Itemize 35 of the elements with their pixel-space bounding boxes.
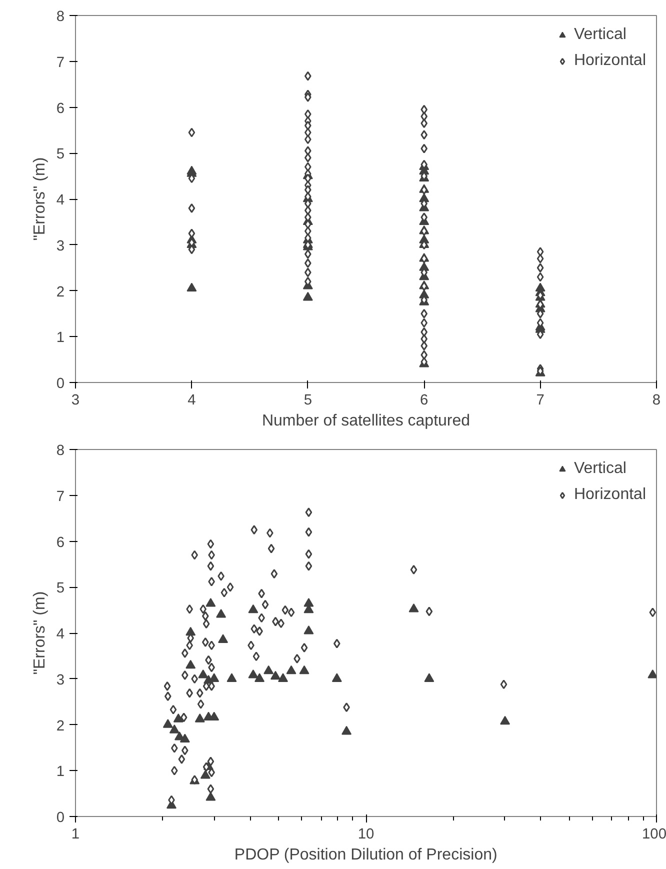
y-tick-label: 8 xyxy=(56,443,65,459)
legend-label: Horizontal xyxy=(574,486,646,504)
x-tick-label: 100 xyxy=(642,826,666,842)
y-tick-label: 5 xyxy=(56,580,65,597)
y-tick-label: 7 xyxy=(56,488,65,505)
x-tick-label: 3 xyxy=(71,392,80,408)
y-tick-label: 1 xyxy=(56,764,65,780)
legend-label: Vertical xyxy=(574,460,626,478)
y-tick-label: 5 xyxy=(56,146,65,163)
x-tick-label: 8 xyxy=(652,392,661,408)
y-axis-title: "Errors" (m) xyxy=(31,157,48,241)
y-tick-label: 2 xyxy=(56,284,65,300)
y-tick-label: 0 xyxy=(56,376,65,392)
y-tick-label: 1 xyxy=(56,330,65,346)
x-axis-title: Number of satellites captured xyxy=(262,412,470,430)
y-tick-label: 3 xyxy=(56,238,65,254)
x-tick-label: 4 xyxy=(188,392,196,408)
x-tick-label: 7 xyxy=(536,392,544,408)
y-tick-label: 6 xyxy=(56,534,65,551)
x-tick-label: 5 xyxy=(304,392,312,408)
y-tick-label: 8 xyxy=(56,9,65,25)
y-tick-label: 4 xyxy=(56,192,65,208)
y-tick-label: 0 xyxy=(56,810,65,826)
legend-label: Horizontal xyxy=(574,52,646,70)
legend-label: Vertical xyxy=(574,26,626,44)
x-tick-label: 1 xyxy=(71,826,80,842)
y-tick-label: 4 xyxy=(56,626,65,642)
x-tick-label: 10 xyxy=(358,826,374,842)
y-axis-title: "Errors" (m) xyxy=(31,591,48,675)
y-tick-label: 6 xyxy=(56,100,65,117)
y-tick-label: 2 xyxy=(56,718,65,734)
y-tick-label: 3 xyxy=(56,672,65,688)
x-tick-label: 6 xyxy=(420,392,428,408)
y-tick-label: 7 xyxy=(56,54,65,71)
x-axis-title: PDOP (Position Dilution of Precision) xyxy=(234,846,498,864)
